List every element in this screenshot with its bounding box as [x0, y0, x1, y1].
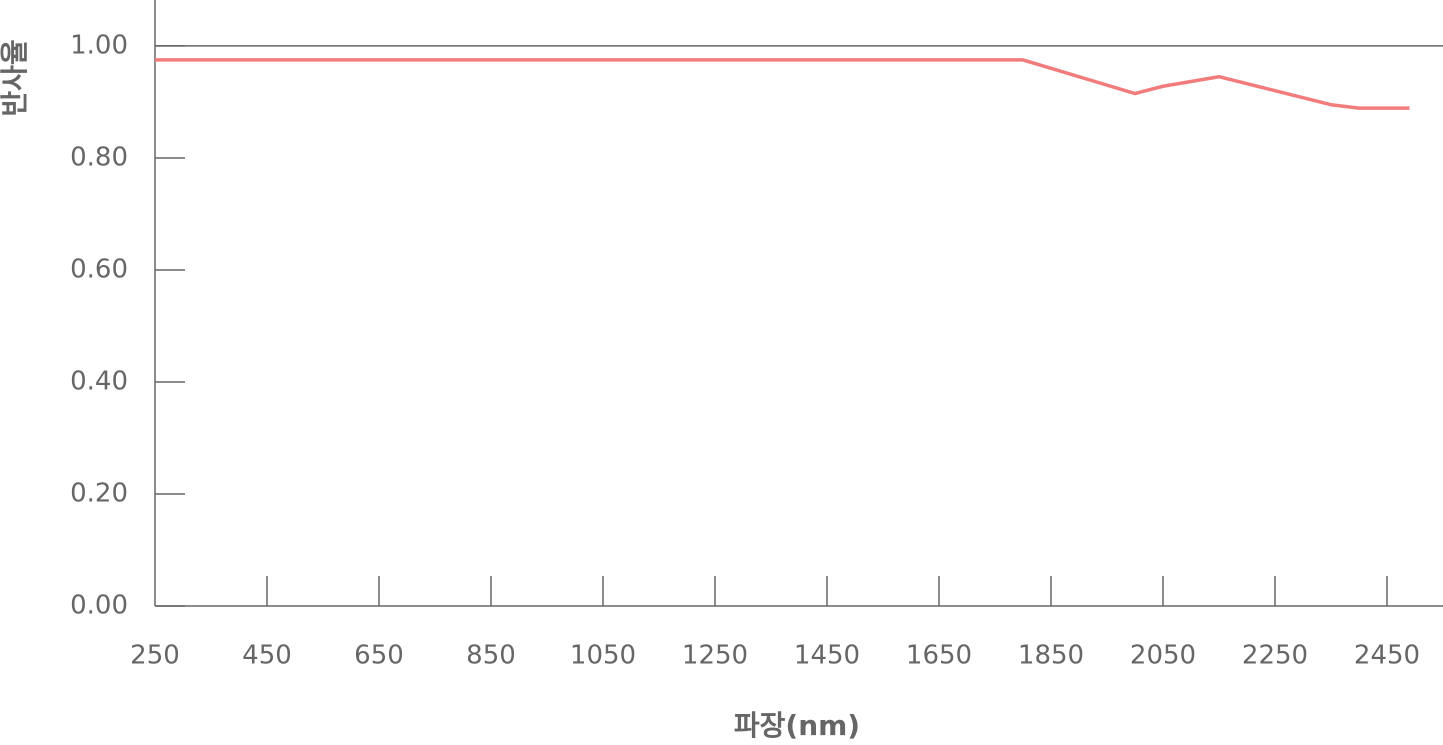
x-tick-label: 1850	[1018, 641, 1084, 671]
x-tick-label: 1050	[570, 641, 636, 671]
x-tick-label: 1250	[682, 641, 748, 671]
y-tick-label: 0.80	[70, 142, 128, 172]
x-tick-label: 2250	[1242, 641, 1308, 671]
x-tick-label: 450	[242, 641, 292, 671]
x-axis-title: 파장(nm)	[734, 709, 860, 742]
x-tick-label: 2050	[1130, 641, 1196, 671]
x-tick-label: 850	[466, 641, 516, 671]
y-tick-label: 0.00	[70, 591, 128, 621]
y-tick-label: 1.00	[70, 30, 128, 60]
x-tick-label: 2450	[1354, 641, 1420, 671]
y-tick-label: 0.20	[70, 478, 128, 508]
data-line	[155, 58, 1410, 110]
x-tick-label: 1450	[794, 641, 860, 671]
y-axis-title: 반사율	[0, 39, 31, 116]
x-tick-label: 250	[130, 641, 180, 671]
y-tick-label: 0.60	[70, 254, 128, 284]
x-tick-label: 1650	[906, 641, 972, 671]
x-tick-label: 650	[354, 641, 404, 671]
y-tick-label: 0.40	[70, 366, 128, 396]
